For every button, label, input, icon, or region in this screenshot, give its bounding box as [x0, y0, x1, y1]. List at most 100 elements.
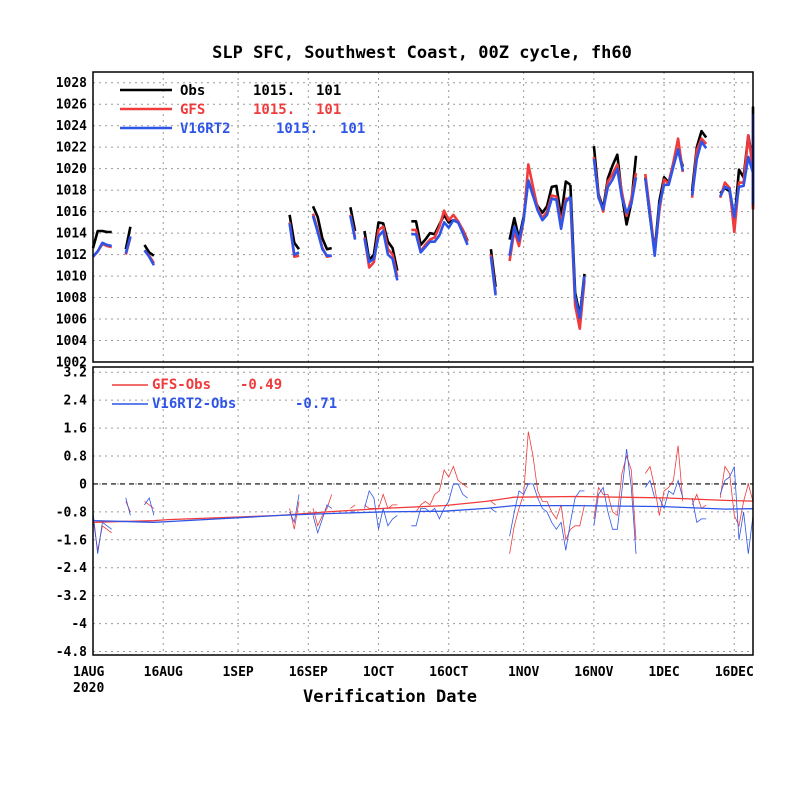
difference-daily-line-v16rt2-obs — [509, 483, 571, 551]
x-tick-label: 1OCT — [363, 665, 394, 680]
difference-daily-line-v16rt2-obs — [92, 511, 112, 554]
slp-line-obs — [363, 221, 399, 271]
legend-stat1-obs: 1015. — [253, 83, 295, 99]
difference-y-tick-label: 0 — [79, 477, 87, 492]
legend-stat1-gfs: 1015. — [253, 102, 295, 118]
difference-plot-frame — [92, 366, 754, 656]
x-tick-label: 1NOV — [508, 665, 539, 680]
slp-line-v16rt2 — [569, 196, 586, 320]
slp-line-obs — [644, 149, 685, 253]
slp-line-obs — [311, 205, 332, 251]
slp-line-obs — [143, 244, 155, 257]
slp-line-v16rt2 — [489, 256, 497, 296]
slp-y-tick-label: 1022 — [56, 141, 87, 156]
difference-legend: GFS-Obs -0.49 V16RT2-Obs -0.71 — [112, 377, 337, 412]
difference-y-tick-label: 3.2 — [64, 366, 87, 381]
difference-y-tick-label: -4 — [71, 617, 87, 632]
slp-line-v16rt2 — [411, 218, 469, 254]
slp-legend: Obs 1015. 101 GFS 1015. 101 V16RT2 1015.… — [120, 83, 365, 137]
difference-daily-line-v16rt2-obs — [644, 479, 684, 510]
slp-y-tick-label: 1010 — [56, 270, 87, 285]
difference-daily-line-v16rt2-obs — [312, 504, 332, 535]
difference-series-lines — [92, 431, 754, 568]
slp-y-tick-label: 1026 — [56, 98, 87, 113]
x-tick-label: 16SEP — [289, 665, 328, 680]
difference-daily-line-gfs-obs — [691, 493, 707, 510]
difference-daily-line-gfs-obs — [364, 493, 398, 510]
slp-gridlines — [92, 72, 753, 362]
x-tick-label: 16DEC — [715, 665, 754, 680]
slp-line-obs — [91, 229, 112, 249]
difference-daily-line-gfs-obs — [350, 504, 356, 509]
x-tick-label: 1DEC — [648, 665, 679, 680]
x-axis-year-label: 2020 — [73, 681, 104, 696]
x-tick-label: 16OCT — [429, 665, 468, 680]
x-tick-label: 16NOV — [574, 665, 613, 680]
slp-line-v16rt2 — [288, 223, 300, 256]
slp-line-obs — [592, 145, 638, 226]
x-tick-label: 1SEP — [222, 665, 253, 680]
difference-daily-line-v16rt2-obs — [570, 490, 585, 523]
slp-series-lines — [91, 106, 755, 331]
difference-mean-line-v16rt2-obs — [92, 504, 754, 523]
difference-y-tick-label: 1.6 — [64, 422, 88, 437]
slp-line-v16rt2 — [644, 148, 685, 257]
slp-y-axis-ticks: 1002 1004 1006 1008 1010 1012 1014 1016 1018 1020… — [56, 76, 87, 370]
slp-line-v16rt2 — [363, 229, 399, 281]
difference-daily-line-gfs-obs — [411, 465, 468, 513]
difference-gridlines — [92, 367, 753, 655]
legend-label-v16rt2: V16RT2 — [180, 121, 231, 137]
slp-y-tick-label: 1018 — [56, 184, 87, 199]
slp-line-v16rt2 — [508, 179, 572, 256]
legend-stat-gfs-obs: -0.49 — [240, 377, 282, 393]
slp-y-tick-label: 1002 — [56, 356, 87, 371]
legend-stat-v16rt2-obs: -0.71 — [295, 396, 337, 412]
slp-y-tick-label: 1004 — [56, 334, 87, 349]
difference-daily-line-v16rt2-obs — [411, 483, 468, 527]
legend-label-v16rt2-obs: V16RT2-Obs — [152, 396, 236, 412]
legend-stat2-obs: 101 — [316, 83, 341, 99]
slp-line-v16rt2 — [690, 140, 708, 196]
difference-daily-line-gfs-obs — [490, 501, 496, 506]
slp-line-obs — [124, 226, 132, 250]
legend-stat2-v16rt2: 101 — [340, 121, 365, 137]
legend-label-obs: Obs — [180, 83, 205, 99]
difference-panel: -4.8 -4 -3.2 -2.4 -1.6 -0.8 0 0.8 1.6 2.4 3.2 GFS-… — [56, 366, 754, 660]
slp-line-v16rt2 — [592, 158, 638, 214]
slp-y-tick-label: 1016 — [56, 205, 87, 220]
slp-line-v16rt2 — [92, 241, 112, 258]
slp-y-tick-label: 1020 — [56, 162, 87, 177]
x-tick-label: 1AUG — [73, 665, 104, 680]
difference-y-tick-label: -4.8 — [56, 645, 87, 660]
difference-daily-line-gfs-obs — [644, 445, 684, 516]
slp-y-tick-label: 1028 — [56, 76, 87, 91]
difference-daily-line-v16rt2-obs — [490, 508, 496, 513]
slp-y-tick-label: 1008 — [56, 291, 87, 306]
difference-y-axis-ticks: -4.8 -4 -3.2 -2.4 -1.6 -0.8 0 0.8 1.6 2.4 3.2 — [56, 366, 87, 660]
difference-y-tick-label: 2.4 — [64, 394, 88, 409]
legend-stat2-gfs: 101 — [316, 102, 341, 118]
legend-label-gfs-obs: GFS-Obs — [152, 377, 211, 393]
legend-label-gfs: GFS — [180, 102, 205, 118]
slp-line-v16rt2 — [349, 215, 357, 240]
difference-daily-line-gfs-obs — [570, 504, 585, 530]
difference-daily-line-v16rt2-obs — [364, 489, 398, 530]
difference-y-tick-label: -3.2 — [56, 589, 87, 604]
difference-y-tick-label: 0.8 — [64, 450, 88, 465]
slp-line-gfs — [363, 225, 399, 278]
slp-panel: 1002 1004 1006 1008 1010 1012 1014 1016 1018 1020… — [56, 71, 755, 371]
slp-line-obs — [288, 214, 301, 250]
slp-y-tick-label: 1024 — [56, 119, 87, 134]
difference-daily-line-v16rt2-obs — [691, 497, 707, 523]
difference-daily-line-v16rt2-obs — [593, 448, 637, 554]
slp-line-v16rt2 — [311, 215, 332, 257]
slp-line-obs — [349, 207, 357, 232]
slp-line-v16rt2 — [124, 235, 132, 254]
difference-daily-line-gfs-obs — [312, 494, 333, 527]
slp-y-tick-label: 1014 — [56, 227, 87, 242]
difference-daily-line-v16rt2-obs — [144, 496, 155, 516]
x-axis-ticks: 1AUG 16AUG 1SEP 16SEP 1OCT 16OCT 1NOV 16NOV 1DEC… — [73, 665, 754, 680]
difference-y-tick-label: -0.8 — [56, 505, 87, 520]
